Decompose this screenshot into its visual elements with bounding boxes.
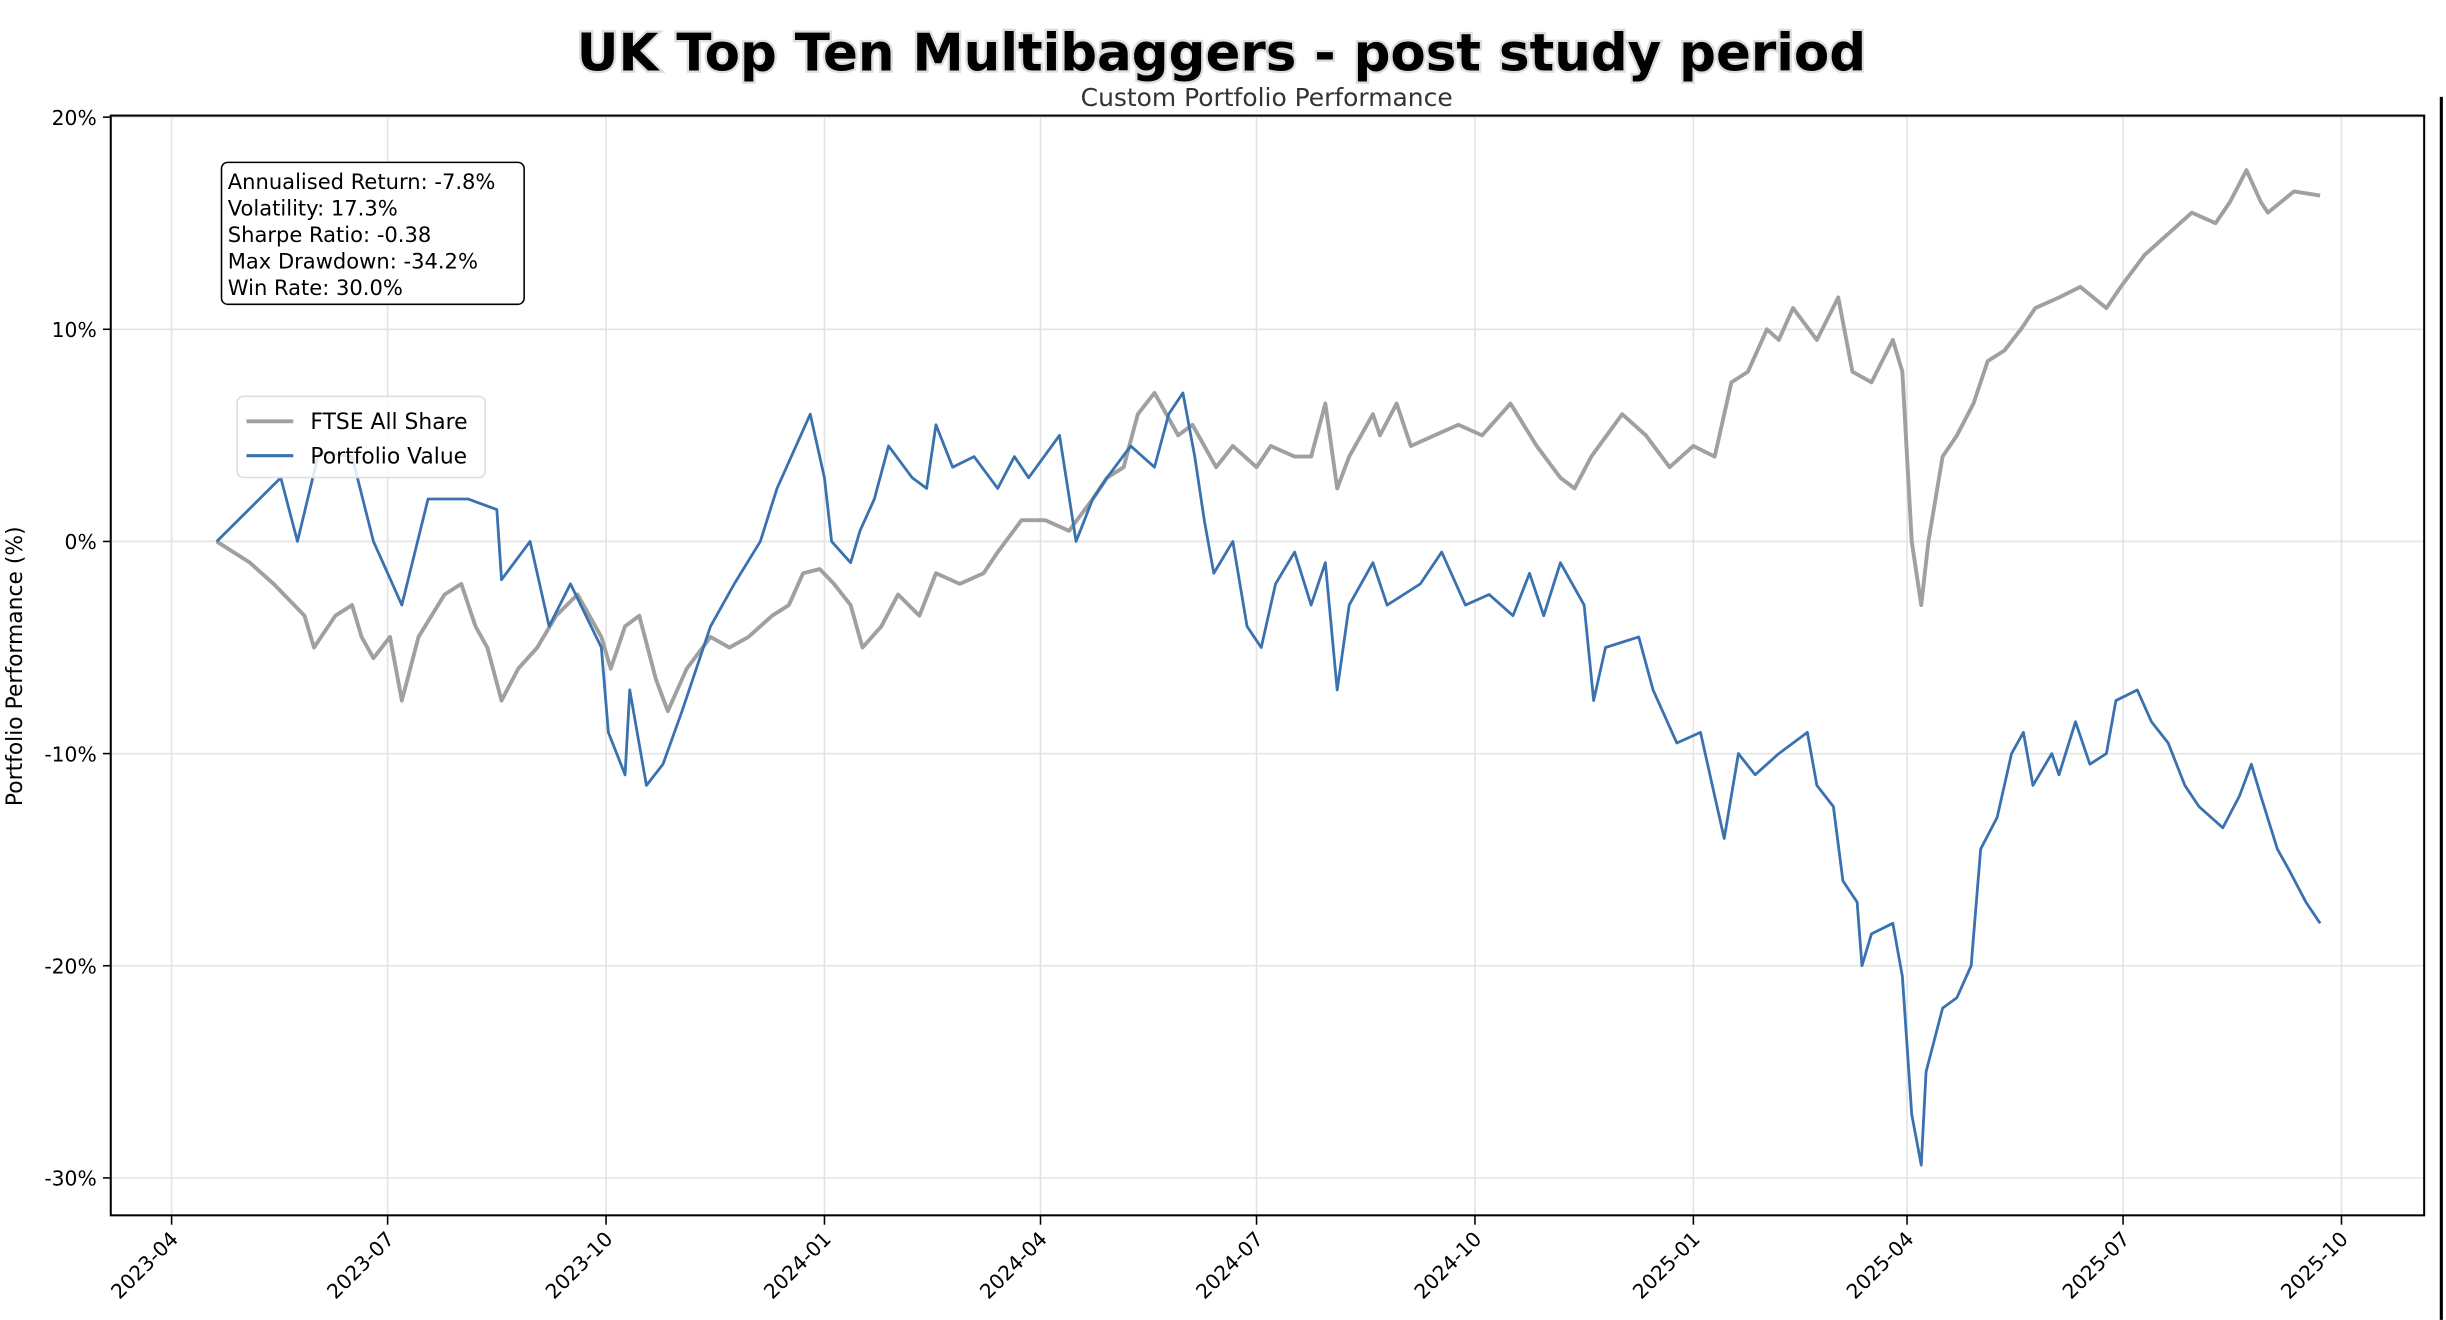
x-tick-label: 2024-04 [975,1227,1052,1304]
x-tick-label: 2025-04 [1842,1227,1919,1304]
x-tick-label: 2024-01 [759,1227,836,1304]
legend: FTSE All Share Portfolio Value [236,395,486,479]
y-axis: 20% 10% 0% -10% -20% -30% [44,106,111,1191]
legend-label-ftse: FTSE All Share [310,410,467,435]
chart-subtitle: Custom Portfolio Performance [1081,83,1453,112]
stat-win-rate: Win Rate: 30.0% [228,275,403,300]
x-tick-label: 2025-01 [1628,1227,1705,1304]
stat-max-drawdown: Max Drawdown: -34.2% [228,248,478,273]
x-tick-label: 2024-10 [1409,1227,1486,1304]
legend-label-portfolio: Portfolio Value [310,444,467,469]
y-tick-label: 20% [52,106,97,130]
stat-sharpe-ratio: Sharpe Ratio: -0.38 [228,222,432,247]
stat-annualised-return: Annualised Return: -7.8% [228,169,496,194]
y-tick-label: -30% [44,1167,96,1191]
x-tick-label: 2025-07 [2058,1227,2135,1304]
x-tick-label: 2024-07 [1191,1227,1268,1304]
y-axis-label: Portfolio Performance (%) [3,526,28,806]
plot-frame [109,114,2426,1217]
y-tick-label: -10% [44,742,96,766]
x-tick-label: 2023-04 [106,1227,183,1304]
stat-volatility: Volatility: 17.3% [228,195,398,220]
x-tick-label: 2023-07 [322,1227,399,1304]
series-line-ftse-all-share [215,168,2321,714]
x-tick-label: 2023-10 [541,1227,618,1304]
y-tick-label: -20% [44,955,96,979]
x-axis: 2023-04 2023-07 2023-10 2024-01 2024-04 2024-… [106,1215,2353,1304]
y-tick-label: 0% [65,530,97,554]
series-lines [215,168,2322,1167]
y-tick-label: 10% [52,318,97,342]
chart-title: UK Top Ten Multibaggers - post study per… [577,23,1866,83]
series-line-portfolio-value [215,391,2322,1167]
x-tick-label: 2025-10 [2276,1227,2353,1304]
stats-box: Annualised Return: -7.8% Volatility: 17.… [220,161,525,306]
